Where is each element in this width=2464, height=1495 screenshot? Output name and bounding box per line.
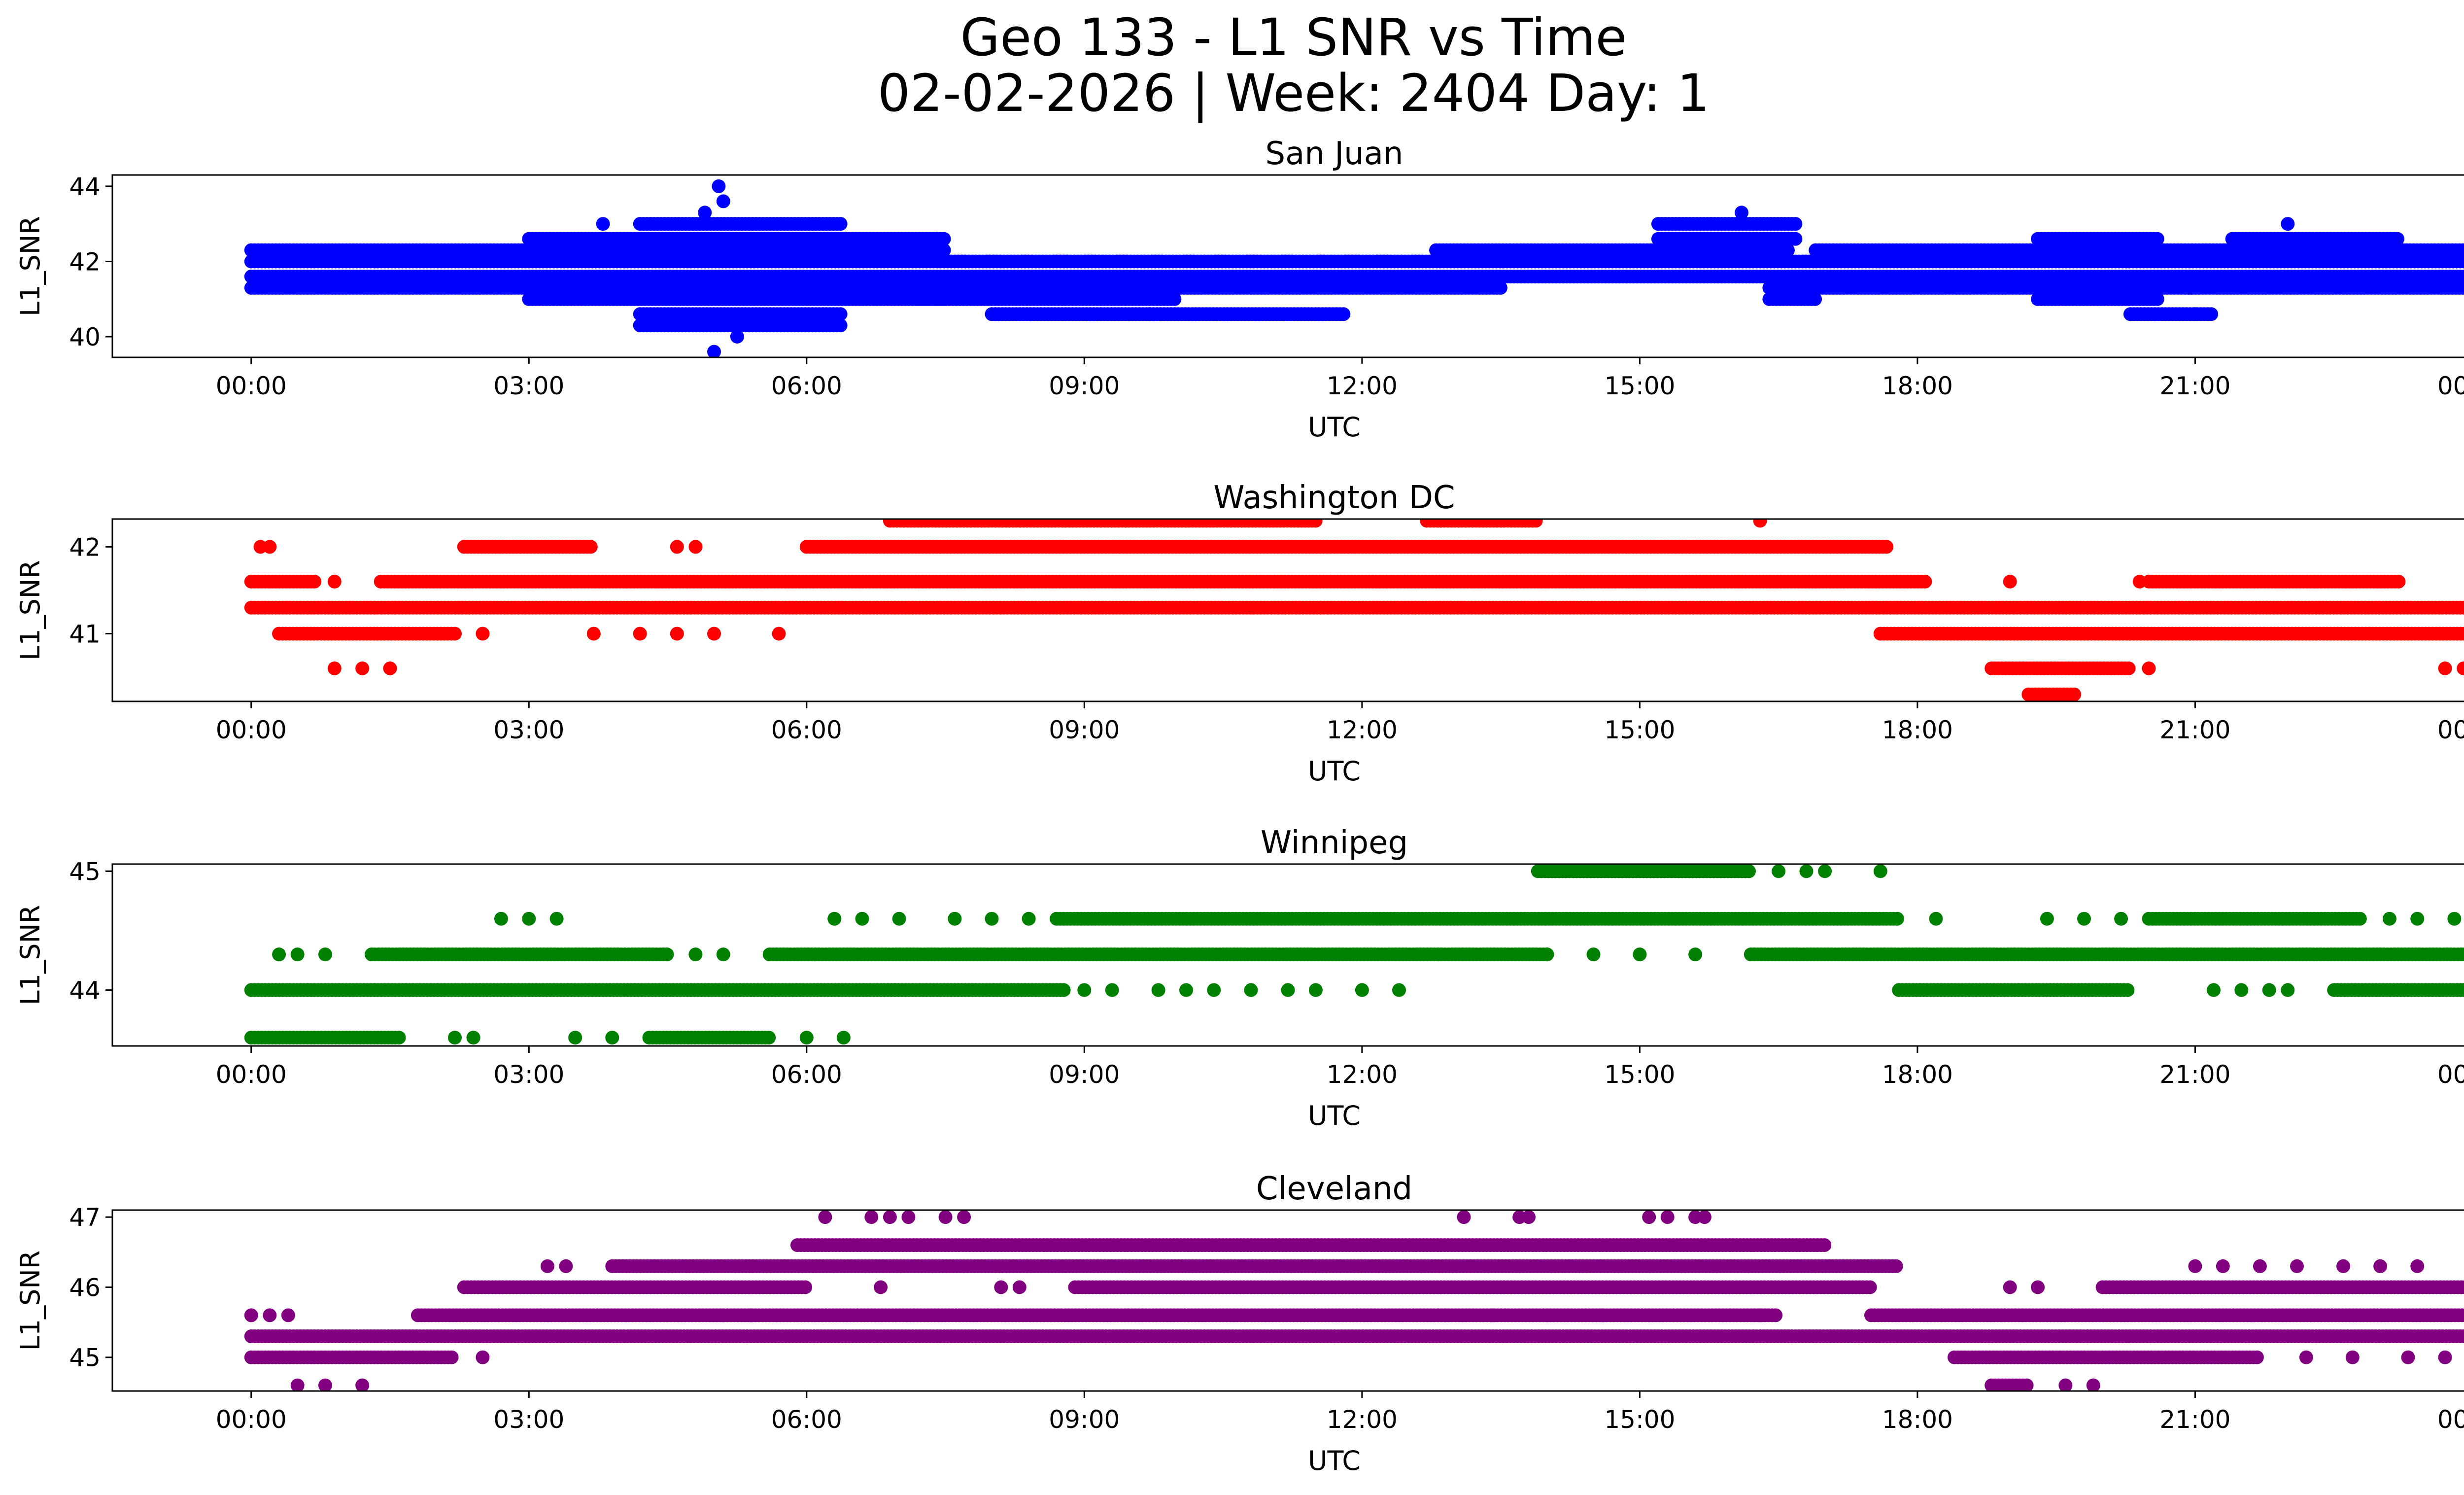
- data-point: [2460, 270, 2464, 283]
- subplot-0: San Juan 00:00 03:00 06:00 09:00 12:00 15:00 18…: [15, 136, 2464, 443]
- y-tick-label: 40: [69, 323, 101, 351]
- data-point: [1780, 243, 1795, 257]
- x-axis-label: UTC: [1308, 412, 1361, 443]
- data-point: [2188, 307, 2202, 321]
- axes-frame: [111, 174, 2464, 358]
- y-axis-label: L1_SNR: [15, 216, 46, 316]
- data-point: [1880, 540, 1894, 554]
- data-point: [308, 574, 322, 589]
- x-tick-label: 00:00: [2437, 372, 2464, 400]
- subplots: San Juan 00:00 03:00 06:00 09:00 12:00 15:00 18…: [15, 136, 2464, 1476]
- data-point: [698, 206, 712, 220]
- data-point: [1808, 292, 1822, 306]
- data-point: [1308, 519, 1323, 528]
- data-point: [2460, 255, 2464, 268]
- data-points: [244, 179, 2464, 357]
- y-tick-label: 42: [69, 247, 101, 276]
- data-point: [2204, 307, 2219, 321]
- x-tick-label: 18:00: [1882, 372, 1953, 400]
- data-point: [2150, 232, 2164, 246]
- x-tick-label: 03:00: [493, 372, 564, 400]
- x-tick-label: 21:00: [2159, 372, 2230, 400]
- data-point: [2391, 232, 2404, 246]
- data-point: [1142, 307, 1156, 321]
- figure-title-line-1: Geo 133 - L1 SNR vs Time: [960, 7, 1627, 68]
- data-point: [2281, 217, 2295, 231]
- data-point: [833, 318, 848, 333]
- data-point: [716, 194, 730, 209]
- x-tick-label: 09:00: [1049, 372, 1120, 400]
- data-point: [2463, 284, 2464, 292]
- figure-title-line-2: 02-02-2026 | Week: 2404 Day: 1: [878, 63, 1710, 123]
- data-point: [730, 330, 744, 344]
- data-point: [583, 540, 598, 554]
- data-point: [833, 217, 848, 231]
- data-point: [1788, 217, 1803, 231]
- data-point: [2463, 246, 2464, 254]
- x-tick-label: 12:00: [1327, 372, 1398, 400]
- data-point: [448, 626, 462, 641]
- x-tick-label: 00:00: [216, 372, 287, 400]
- data-point: [1493, 280, 1507, 295]
- data-point: [2150, 292, 2164, 306]
- data-points: [244, 519, 2464, 701]
- data-point: [937, 243, 951, 257]
- data-point: [2460, 601, 2464, 614]
- data-point: [596, 217, 610, 231]
- data-point: [937, 232, 951, 246]
- data-point: [1529, 519, 1543, 528]
- data-point: [707, 345, 721, 357]
- x-tick-label: 15:00: [1604, 372, 1675, 400]
- y-tick-label: 44: [69, 173, 101, 201]
- data-point: [2459, 281, 2464, 295]
- data-point: [2459, 243, 2464, 257]
- data-point: [1735, 206, 1748, 220]
- data-point: [1167, 292, 1182, 306]
- data-point: [833, 307, 848, 321]
- data-point: [1788, 232, 1803, 246]
- data-point: [1918, 574, 1932, 589]
- data-point: [1336, 307, 1351, 321]
- x-tick-label: 06:00: [771, 372, 842, 400]
- data-point: [712, 179, 726, 193]
- subplot-title: San Juan: [1266, 136, 1403, 172]
